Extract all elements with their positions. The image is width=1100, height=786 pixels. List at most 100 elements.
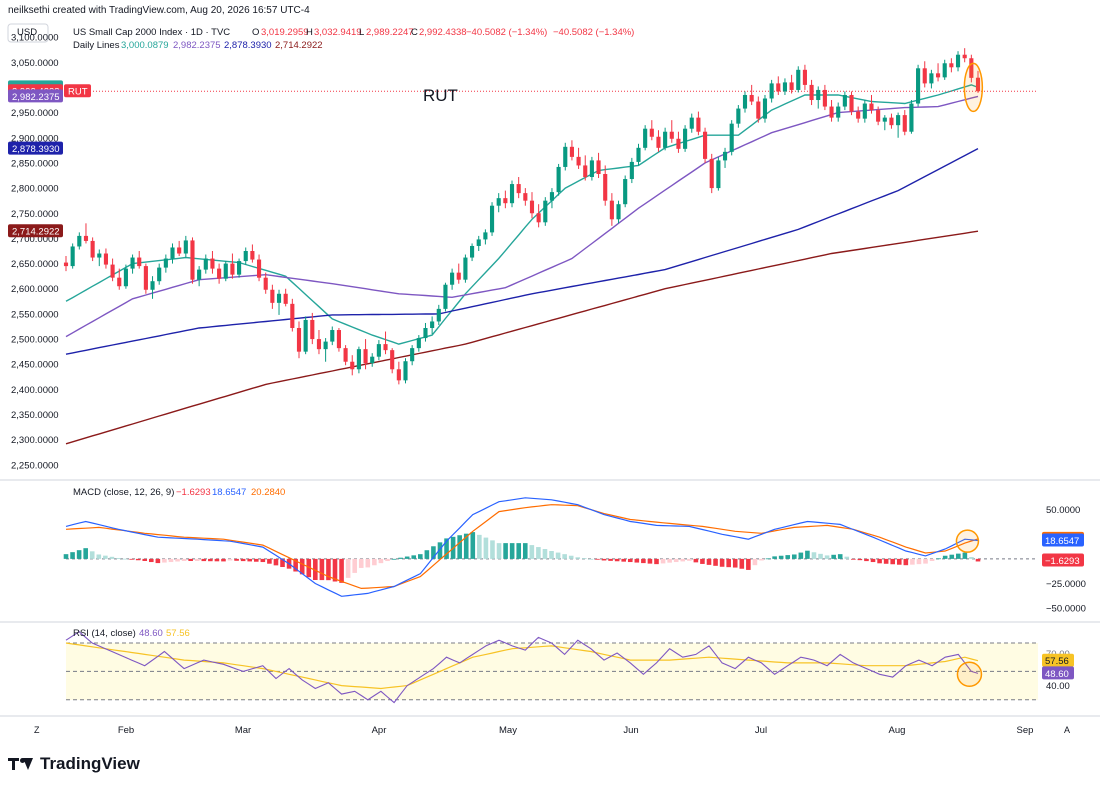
macd-histogram-bar bbox=[142, 558, 148, 561]
macd-histogram-bar bbox=[293, 558, 298, 572]
candle-body bbox=[123, 268, 128, 287]
macd-histogram-bar bbox=[706, 558, 712, 565]
rut-tag-text: RUT bbox=[68, 87, 88, 98]
macd-histogram-bar bbox=[693, 558, 699, 563]
macd-histogram-bar bbox=[234, 558, 239, 561]
candle-body bbox=[935, 73, 941, 78]
candle-body bbox=[576, 156, 581, 166]
currency-label: USD bbox=[17, 27, 37, 38]
macd-histogram-bar bbox=[969, 557, 974, 559]
candle-body bbox=[256, 259, 262, 278]
macd-histogram-bar bbox=[536, 547, 541, 559]
macd-histogram-bar bbox=[562, 554, 567, 559]
macd-histogram-bar bbox=[673, 558, 679, 563]
chart-canvas[interactable]: 50.0000−25.0000−50.000020.284018.6547−1.… bbox=[0, 0, 1100, 750]
macd-histogram-bar bbox=[542, 549, 548, 559]
candle-body bbox=[955, 54, 961, 68]
candle-body bbox=[543, 200, 548, 223]
macd-histogram-bar bbox=[654, 558, 659, 565]
macd-histogram-bar bbox=[870, 558, 876, 563]
macd-histogram-bar bbox=[582, 558, 587, 559]
candle-body bbox=[217, 268, 222, 279]
macd-histogram-bar bbox=[181, 558, 187, 561]
candle-body bbox=[157, 267, 162, 282]
candle-body bbox=[616, 204, 621, 220]
macd-histogram-bar bbox=[503, 543, 508, 559]
candle-body bbox=[569, 146, 574, 157]
candle-body bbox=[842, 94, 847, 107]
candle-body bbox=[177, 247, 182, 254]
candle-body bbox=[456, 272, 461, 280]
macd-histogram-bar bbox=[641, 558, 646, 564]
candle-body bbox=[516, 184, 521, 194]
price-y-tick: 2,500.0000 bbox=[11, 335, 59, 346]
candle-body bbox=[316, 339, 322, 350]
macd-histogram-bar bbox=[332, 558, 338, 582]
candle-body bbox=[882, 117, 887, 122]
candle-body bbox=[230, 263, 235, 275]
price-badge-text: 2,878.3930 bbox=[12, 144, 60, 155]
macd-histogram-bar bbox=[910, 558, 915, 565]
candle-body bbox=[77, 235, 82, 247]
macd-histogram-bar bbox=[490, 540, 495, 559]
macd-histogram-bar bbox=[483, 537, 489, 559]
candle-body bbox=[509, 184, 515, 204]
candle-body bbox=[496, 198, 501, 206]
macd-histogram-bar bbox=[424, 550, 430, 559]
candle-body bbox=[396, 369, 401, 381]
price-badge-text: 2,714.2922 bbox=[12, 227, 60, 238]
macd-histogram-bar bbox=[890, 558, 896, 565]
macd-histogram-bar bbox=[837, 554, 843, 559]
macd-histogram-bar bbox=[411, 555, 417, 559]
macd-histogram-bar bbox=[752, 558, 758, 566]
macd-signal-line bbox=[65, 504, 979, 590]
macd-histogram-bar bbox=[778, 555, 784, 559]
candle-body bbox=[762, 98, 768, 119]
candle-body bbox=[836, 106, 841, 118]
price-badge bbox=[8, 224, 63, 238]
candle-body bbox=[942, 63, 947, 78]
candle-body bbox=[829, 106, 834, 118]
macd-histogram-bar bbox=[595, 558, 600, 560]
macd-histogram-bar bbox=[929, 558, 935, 561]
ma4-value: 2,714.2922 bbox=[275, 40, 323, 51]
macd-histogram-bar bbox=[201, 558, 207, 562]
candle-body bbox=[463, 257, 468, 280]
x-month-label: Jul bbox=[755, 725, 767, 736]
macd-histogram-bar bbox=[398, 557, 403, 559]
grid bbox=[0, 479, 1100, 717]
moving-average-line bbox=[65, 84, 979, 345]
candle-body bbox=[889, 117, 894, 126]
z-button[interactable]: Z bbox=[34, 725, 40, 735]
macd-y-tick: 50.0000 bbox=[1046, 505, 1080, 516]
candle-body bbox=[83, 235, 89, 241]
tradingview-brand: TradingView bbox=[40, 754, 140, 773]
price-y-tick: 2,250.0000 bbox=[11, 460, 59, 471]
macd-histogram-bar bbox=[805, 550, 810, 559]
macd-histogram-bar bbox=[247, 558, 253, 562]
candle-body bbox=[856, 111, 861, 119]
macd-histogram-bar bbox=[962, 552, 968, 559]
candle-body bbox=[683, 128, 688, 149]
c-label: C bbox=[411, 27, 418, 38]
candle-body bbox=[769, 83, 774, 99]
macd-histogram-bar bbox=[627, 558, 633, 563]
price-y-tick: 3,050.0000 bbox=[11, 58, 59, 69]
macd-histogram-bar bbox=[726, 558, 731, 568]
macd-histogram-bar bbox=[818, 553, 823, 559]
candle-body bbox=[197, 269, 202, 280]
macd-legend: MACD (close, 12, 26, 9) −1.6293 18.6547 … bbox=[73, 487, 285, 498]
macd-histogram-bar bbox=[936, 558, 941, 560]
price-y-tick: 2,550.0000 bbox=[11, 309, 59, 320]
candle-body bbox=[330, 330, 335, 342]
tradingview-footer[interactable]: TradingView bbox=[8, 754, 140, 774]
candle-body bbox=[689, 117, 694, 129]
candle-body bbox=[150, 281, 155, 290]
a-button[interactable]: A bbox=[1064, 725, 1070, 735]
x-month-label: May bbox=[499, 725, 517, 736]
x-month-label: Mar bbox=[235, 725, 251, 736]
o-label: O bbox=[252, 27, 259, 38]
currency-box[interactable] bbox=[7, 23, 49, 43]
macd-histogram-bar bbox=[798, 552, 804, 559]
